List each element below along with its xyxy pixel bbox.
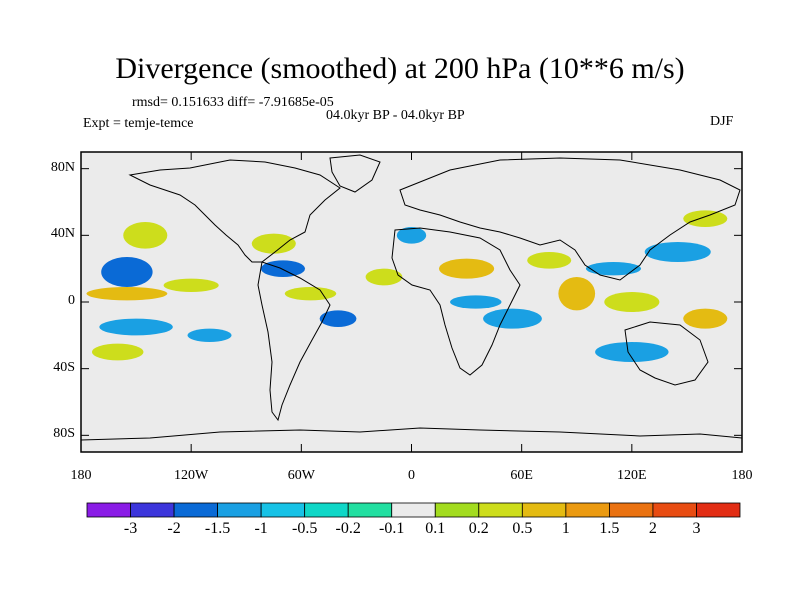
colorbar-label: 1 xyxy=(561,520,570,537)
field-region xyxy=(163,278,219,293)
colorbar-swatch xyxy=(434,502,480,518)
colorbar-label: -1.5 xyxy=(204,520,231,537)
colorbar-label: -3 xyxy=(123,520,138,537)
colorbar-label: -1 xyxy=(254,520,268,537)
field-region xyxy=(101,257,153,287)
coast-antarctica xyxy=(81,427,742,441)
longitude-ticks xyxy=(80,152,743,452)
coastlines xyxy=(81,154,742,441)
field-region xyxy=(365,268,403,286)
period-text: 04.0kyr BP - 04.0kyr BP xyxy=(326,108,465,123)
stats-text: rmsd= 0.151633 diff= -7.91685e-05 xyxy=(132,95,334,110)
colorbar-swatch xyxy=(304,502,349,518)
colorbar-swatch xyxy=(217,502,262,518)
coast-eurasia xyxy=(399,157,741,281)
colorbar-swatch xyxy=(260,502,306,518)
field-region xyxy=(92,343,144,361)
colorbar-swatch xyxy=(521,502,567,518)
field-region xyxy=(644,242,711,262)
colorbar xyxy=(86,502,741,518)
field-region xyxy=(319,310,357,327)
colorbar-label: -0.1 xyxy=(379,520,405,537)
lat-tick-label: 40S xyxy=(53,359,75,375)
lon-tick-label: 180 xyxy=(70,468,92,483)
coast-greenland xyxy=(329,154,381,193)
field-region xyxy=(558,277,596,311)
coast-north-america xyxy=(128,159,341,263)
colorbar-label: 0.1 xyxy=(425,520,446,537)
colorbar-swatch xyxy=(86,502,131,518)
colorbar-label: 1.5 xyxy=(599,520,620,537)
experiment-text: Expt = temje-temce xyxy=(83,116,194,131)
colorbar-swatch xyxy=(609,502,654,518)
colorbar-swatch xyxy=(173,502,218,518)
lon-tick-label: 180 xyxy=(731,468,753,483)
lat-tick-label: 80S xyxy=(53,426,75,442)
colorbar-label: 2 xyxy=(648,520,657,537)
field-region xyxy=(585,262,642,276)
field-region xyxy=(439,258,495,279)
colorbar-label: 0.2 xyxy=(468,520,489,537)
colorbar-swatch xyxy=(478,502,523,518)
field-region xyxy=(683,210,728,228)
field-region xyxy=(450,295,502,309)
colorbar-swatch xyxy=(565,502,610,518)
coast-australia xyxy=(624,321,709,386)
coast-south-america xyxy=(257,261,331,422)
lon-tick-label: 120E xyxy=(617,468,647,483)
lat-tick-label: 80N xyxy=(50,159,75,175)
colorbar-label: -0.2 xyxy=(335,520,361,537)
field-region xyxy=(604,292,660,312)
lon-tick-label: 120W xyxy=(174,468,209,483)
field-region xyxy=(99,318,173,336)
field-region xyxy=(595,342,669,362)
field-region xyxy=(260,260,306,277)
coast-africa xyxy=(391,227,521,376)
field-region xyxy=(483,308,542,329)
field-region xyxy=(396,227,427,244)
colorbar-swatch xyxy=(347,502,393,518)
field-region xyxy=(86,287,168,301)
colorbar-label: 3 xyxy=(692,520,701,537)
colorbar-swatch xyxy=(391,502,436,518)
colorbar-label: -0.5 xyxy=(291,520,318,537)
colorbar-swatch xyxy=(652,502,697,518)
field-region xyxy=(187,328,232,343)
field-region xyxy=(527,252,572,269)
lat-tick-label: 0 xyxy=(68,293,75,308)
lon-tick-label: 60E xyxy=(510,468,533,483)
colorbar-swatch xyxy=(696,502,741,518)
lon-tick-label: 60W xyxy=(287,468,315,483)
lat-tick-label: 40N xyxy=(50,226,75,242)
field-region xyxy=(251,233,296,254)
lon-tick-label: 0 xyxy=(408,468,415,483)
colorbar-swatch xyxy=(130,502,175,518)
latitude-ticks xyxy=(81,168,742,436)
season-text: DJF xyxy=(710,114,734,129)
field-region xyxy=(284,287,337,301)
field-region xyxy=(123,222,168,249)
divergence-field xyxy=(86,210,728,362)
colorbar-label: 0.5 xyxy=(512,520,533,537)
figure-title: Divergence (smoothed) at 200 hPa (10**6 … xyxy=(115,52,685,85)
colorbar-label: -2 xyxy=(167,520,181,537)
field-region xyxy=(683,308,728,329)
